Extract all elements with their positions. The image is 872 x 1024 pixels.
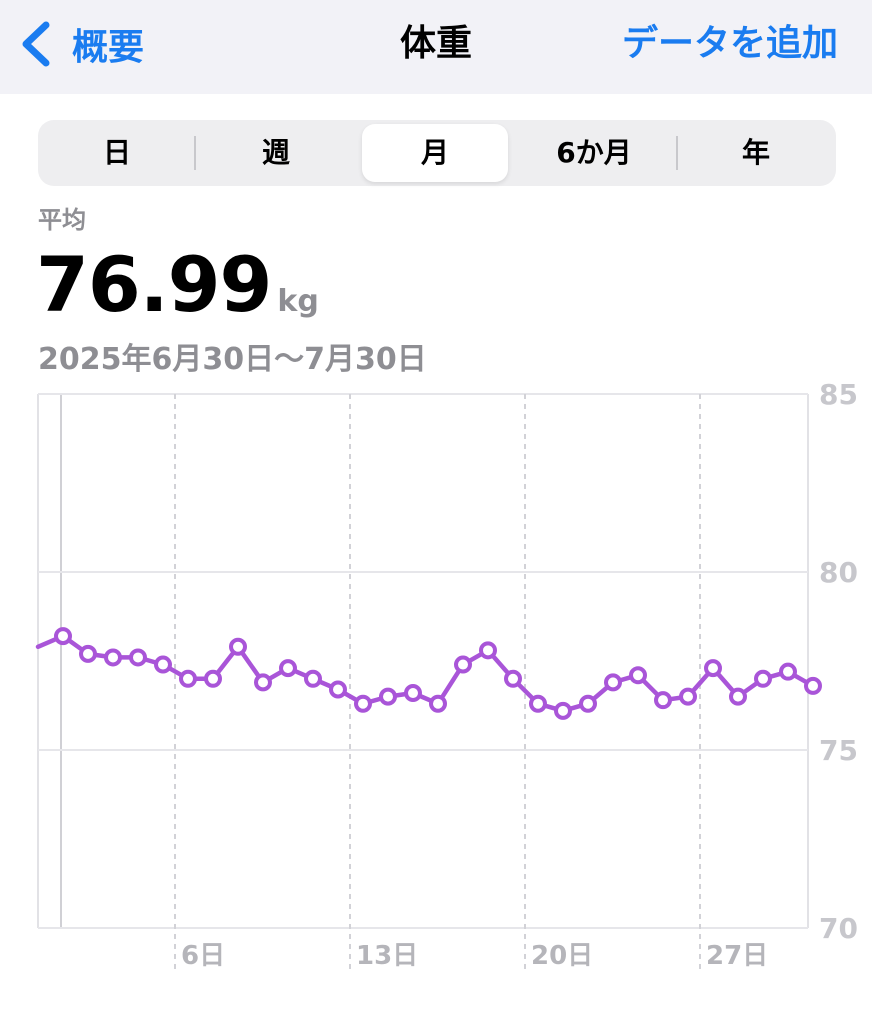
data-point <box>629 666 647 685</box>
y-tick-label: 80 <box>819 556 858 589</box>
data-point <box>204 669 222 688</box>
page-title: 体重 <box>399 23 472 64</box>
tab-day[interactable]: 日 <box>102 136 131 169</box>
data-point <box>179 669 197 688</box>
y-tick-label: 85 <box>819 380 858 411</box>
tab-year[interactable]: 年 <box>741 136 770 169</box>
date-range: 2025年6月30日〜7月30日 <box>38 342 427 377</box>
data-point <box>704 659 722 678</box>
y-tick-label: 75 <box>819 734 858 767</box>
data-point <box>729 687 747 706</box>
average-number: 76.99 <box>36 240 272 329</box>
back-label: 概要 <box>72 27 145 68</box>
data-point <box>604 673 622 692</box>
data-point <box>79 644 97 663</box>
data-point <box>254 673 272 692</box>
period-segmented-control: 日 週 月 6か月 年 <box>38 120 836 186</box>
tab-month[interactable]: 月 <box>362 124 508 182</box>
data-point <box>804 676 822 695</box>
data-point <box>379 687 397 706</box>
average-value: 76.99 kg <box>36 240 319 329</box>
chevron-left-icon <box>22 21 50 67</box>
x-tick-label: 27日 <box>706 941 768 971</box>
data-point <box>579 694 597 713</box>
data-point <box>654 691 672 710</box>
data-point <box>104 648 122 667</box>
data-point <box>754 669 772 688</box>
x-tick-label: 20日 <box>531 941 593 971</box>
segment-divider <box>676 136 678 170</box>
data-point <box>679 687 697 706</box>
segment-divider <box>194 136 196 170</box>
data-point <box>504 669 522 688</box>
data-point <box>154 655 172 674</box>
data-point <box>454 655 472 674</box>
data-point <box>779 662 797 681</box>
x-tick-label: 13日 <box>356 941 418 971</box>
tab-week[interactable]: 週 <box>261 136 290 169</box>
back-button[interactable]: 概要 <box>18 20 144 68</box>
data-point <box>279 659 297 678</box>
data-point <box>479 641 497 660</box>
add-data-button[interactable]: データを追加 <box>621 23 838 64</box>
y-tick-label: 70 <box>819 912 858 945</box>
data-point <box>229 637 247 656</box>
tab-six-months[interactable]: 6か月 <box>556 136 632 169</box>
average-label: 平均 <box>38 206 86 234</box>
data-point <box>554 701 572 720</box>
data-point <box>304 669 322 688</box>
data-point <box>354 694 372 713</box>
weight-chart[interactable]: 85 80 75 70 6日 13日 20日 27日 <box>0 380 872 980</box>
data-point <box>129 648 147 667</box>
data-point <box>529 694 547 713</box>
data-point <box>404 684 422 703</box>
navigation-bar: 概要 体重 データを追加 <box>0 0 872 94</box>
x-tick-label: 6日 <box>181 941 225 971</box>
weight-series-line <box>35 633 816 714</box>
data-point <box>54 627 72 646</box>
data-point <box>429 694 447 713</box>
average-unit: kg <box>277 284 319 319</box>
data-point <box>329 680 347 699</box>
